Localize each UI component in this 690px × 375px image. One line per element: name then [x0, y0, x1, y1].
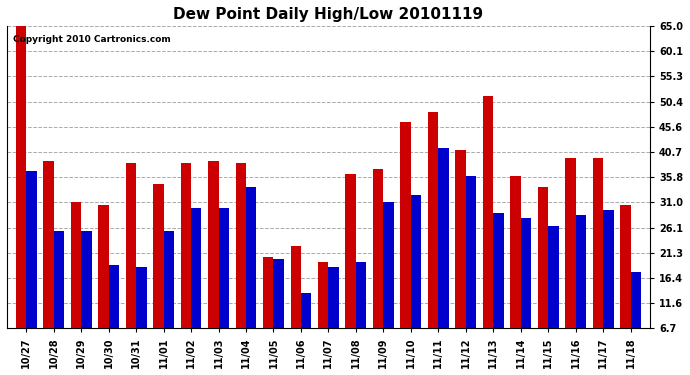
Bar — [81, 231, 92, 363]
Bar — [603, 210, 613, 363]
Bar — [208, 161, 219, 363]
Bar — [54, 231, 64, 363]
Bar — [263, 257, 273, 363]
Bar — [620, 205, 631, 363]
Bar — [575, 215, 586, 363]
Bar — [411, 195, 422, 363]
Bar — [26, 171, 37, 363]
Bar — [346, 174, 356, 363]
Bar — [126, 164, 136, 363]
Bar — [273, 260, 284, 363]
Bar — [235, 164, 246, 363]
Title: Dew Point Daily High/Low 20101119: Dew Point Daily High/Low 20101119 — [173, 7, 484, 22]
Bar — [538, 187, 549, 363]
Bar — [356, 262, 366, 363]
Bar — [191, 207, 201, 363]
Bar — [290, 246, 301, 363]
Bar — [455, 150, 466, 363]
Bar — [466, 176, 476, 363]
Text: Copyright 2010 Cartronics.com: Copyright 2010 Cartronics.com — [13, 35, 171, 44]
Bar — [153, 184, 164, 363]
Bar — [301, 293, 311, 363]
Bar — [493, 213, 504, 363]
Bar — [565, 158, 575, 363]
Bar — [511, 176, 521, 363]
Bar — [428, 111, 438, 363]
Bar — [43, 161, 54, 363]
Bar — [438, 148, 449, 363]
Bar — [373, 169, 384, 363]
Bar — [631, 272, 641, 363]
Bar — [98, 205, 108, 363]
Bar — [108, 265, 119, 363]
Bar — [549, 226, 559, 363]
Bar — [593, 158, 603, 363]
Bar — [384, 202, 394, 363]
Bar — [246, 187, 257, 363]
Bar — [328, 267, 339, 363]
Bar — [318, 262, 328, 363]
Bar — [400, 122, 411, 363]
Bar — [483, 96, 493, 363]
Bar — [16, 26, 26, 363]
Bar — [521, 218, 531, 363]
Bar — [164, 231, 174, 363]
Bar — [219, 207, 229, 363]
Bar — [70, 202, 81, 363]
Bar — [181, 164, 191, 363]
Bar — [136, 267, 146, 363]
